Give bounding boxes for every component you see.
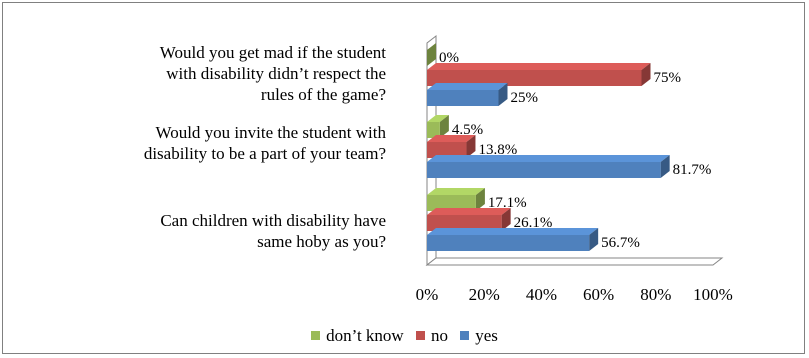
bar-no-1-top: [427, 135, 476, 142]
bar-dont-know-2: [427, 195, 476, 211]
category-label-line: Would you get mad if the student: [159, 43, 386, 62]
x-tick-label-0: 0%: [416, 285, 439, 304]
data-label-dont-know-1: 4.5%: [452, 122, 483, 138]
bar-yes-2-top: [427, 228, 599, 235]
bar-yes-2: [427, 235, 590, 251]
legend-label-no: no: [430, 325, 448, 345]
category-label-line: Can children with disability have: [160, 211, 386, 230]
x-tick-label-4: 80%: [640, 285, 671, 304]
legend-item-yes: yes: [460, 326, 498, 346]
bar-no-2-side: [501, 208, 511, 231]
legend-label-dont-know: don’t know: [326, 325, 404, 345]
bar-yes-1-top: [427, 155, 670, 162]
x-tick-label-1: 20%: [469, 285, 500, 304]
category-label-1: Would you invite the student with disabil…: [6, 122, 386, 164]
bar-no-0: [427, 70, 642, 86]
data-label-yes-1: 81.7%: [673, 162, 712, 178]
bar-dont-know-1-side: [439, 115, 449, 138]
legend: don’t know no yes: [3, 325, 806, 346]
bar-yes-2-side: [589, 228, 599, 251]
bar-yes-0-top: [427, 83, 508, 90]
data-label-no-0: 75%: [654, 70, 682, 86]
legend-item-no: no: [415, 325, 448, 346]
x-tick-label-3: 60%: [583, 285, 614, 304]
legend-swatch-dont-know: [311, 331, 321, 340]
bar-dont-know-1-top: [427, 115, 449, 122]
x-tick-label-2: 40%: [526, 285, 557, 304]
bar-no-0-top: [427, 63, 651, 70]
bar-no-2-top: [427, 208, 511, 215]
bar-yes-0-side: [498, 83, 508, 106]
category-label-0: Would you get mad if the student with dis…: [6, 42, 386, 105]
data-label-no-1: 13.8%: [478, 142, 517, 158]
category-label-line: same hoby as you?: [257, 232, 386, 251]
bar-dont-know-1: [427, 122, 440, 138]
category-label-2: Can children with disability have same ho…: [6, 210, 386, 252]
axis-floor: [425, 257, 724, 266]
data-label-no-2: 26.1%: [514, 215, 553, 231]
data-label-dont-know-0: 0%: [439, 50, 459, 66]
bar-no-1-side: [466, 135, 476, 158]
bar-yes-1: [427, 162, 661, 178]
legend-swatch-no: [415, 331, 425, 340]
bar-dont-know-2-top: [427, 188, 485, 195]
bar-chart: 0% 75% 25% 4.5% 13.8% 81.7% 17.1% 26.1% 56.7% 0% 2…: [416, 34, 733, 304]
data-label-dont-know-2: 17.1%: [488, 195, 527, 211]
bar-dont-know-0-side: [427, 43, 436, 66]
legend-swatch-yes: [460, 331, 470, 340]
data-label-yes-0: 25%: [511, 90, 539, 106]
legend-label-yes: yes: [475, 325, 498, 345]
bar-yes-0: [427, 90, 499, 106]
category-label-line: disability to be a part of your team?: [143, 144, 386, 163]
category-label-line: rules of the game?: [260, 85, 386, 104]
data-label-yes-2: 56.7%: [601, 235, 640, 251]
bar-yes-1-side: [660, 155, 670, 178]
bar-no-0-side: [641, 63, 651, 86]
bar-no-1: [427, 142, 467, 158]
chart-frame: 0% 75% 25% 4.5% 13.8% 81.7% 17.1% 26.1% 56.7% 0% 2…: [2, 2, 805, 354]
category-label-line: Would you invite the student with: [155, 123, 386, 142]
bar-no-2: [427, 215, 502, 231]
legend-item-dont-know: don’t know: [311, 326, 404, 346]
category-label-line: with disability didn’t respect the: [166, 64, 386, 83]
bar-dont-know-2-side: [475, 188, 485, 211]
x-tick-label-5: 100%: [693, 285, 733, 304]
